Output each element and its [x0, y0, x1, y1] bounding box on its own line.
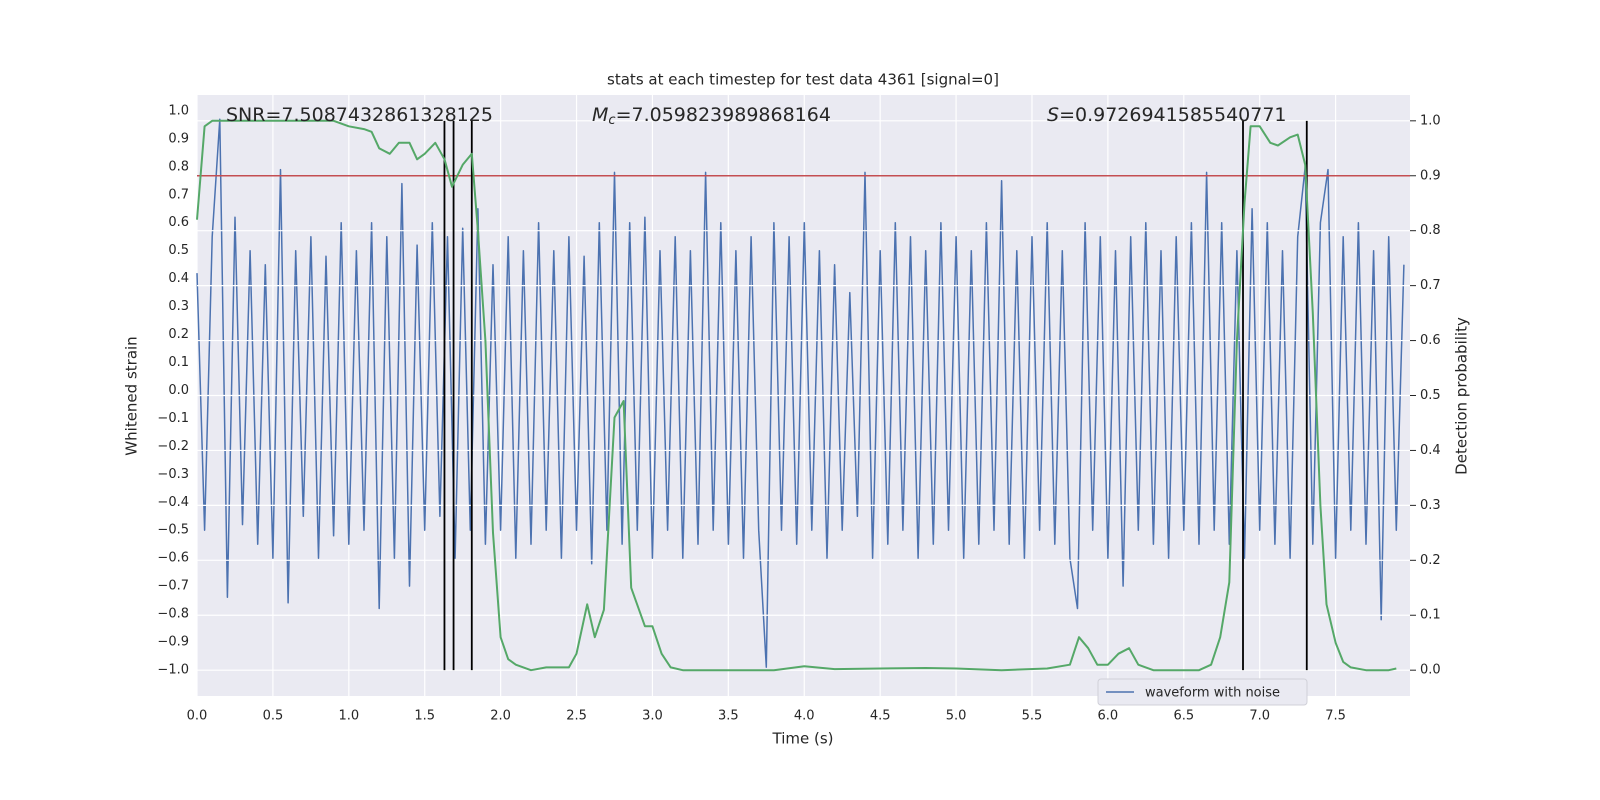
y-tick-label: −0.1: [157, 411, 189, 426]
y2-tick-label: 0.1: [1420, 608, 1441, 623]
y2-tick-label: 0.3: [1420, 498, 1441, 513]
annotation: S=0.9726941585540771: [1047, 104, 1287, 126]
y-tick-label: 0.8: [168, 159, 189, 174]
x-tick-label: 1.5: [414, 709, 435, 724]
x-tick-label: 5.0: [946, 709, 967, 724]
y-tick-label: 0.5: [168, 243, 189, 258]
y-tick-label: 0.6: [168, 215, 189, 230]
x-tick-label: 7.0: [1249, 709, 1270, 724]
y2-tick-label: 0.4: [1420, 443, 1441, 458]
x-tick-label: 7.5: [1325, 709, 1346, 724]
y-tick-label: −0.8: [157, 607, 189, 622]
y-tick-label: 0.3: [168, 299, 189, 314]
y-tick-label: −0.5: [157, 523, 189, 538]
annotation-subscript: c: [608, 113, 615, 128]
x-tick-label: 2.0: [490, 709, 511, 724]
x-tick-label: 6.5: [1173, 709, 1194, 724]
y2-tick-label: 1.0: [1420, 113, 1441, 128]
x-axis-label: Time (s): [772, 730, 834, 748]
y-tick-label: −1.0: [157, 663, 189, 678]
y-axis-label: Whitened strain: [123, 336, 141, 455]
annotation-text: =7.059823989868164: [616, 104, 831, 126]
y-tick-label: 1.0: [168, 103, 189, 118]
y2-tick-label: 0.0: [1420, 663, 1441, 678]
y-tick-label: −0.4: [157, 495, 189, 510]
legend: waveform with noise: [1097, 678, 1308, 706]
probability-line: [196, 119, 1397, 672]
x-tick-label: 5.5: [1022, 709, 1043, 724]
y-tick-label: −0.9: [157, 635, 189, 650]
annotation: SNR=7.5087432861328125: [226, 104, 493, 126]
x-tick-label: 0.0: [187, 709, 208, 724]
y-tick-label: −0.2: [157, 439, 189, 454]
x-tick-label: 6.0: [1098, 709, 1119, 724]
y2-tick-label: 0.7: [1420, 278, 1441, 293]
y-tick-label: 0.9: [168, 131, 189, 146]
y-tick-label: 0.1: [168, 355, 189, 370]
annotation-text: SNR=7.5087432861328125: [226, 104, 493, 126]
chart-title: stats at each timestep for test data 436…: [607, 71, 999, 89]
y-tick-label: 0.0: [168, 383, 189, 398]
x-tick-label: 4.0: [794, 709, 815, 724]
annotation: Mc=7.059823989868164: [592, 104, 831, 128]
y-tick-label: −0.6: [157, 551, 189, 566]
y2-tick-label: 0.2: [1420, 553, 1441, 568]
x-tick-label: 2.5: [566, 709, 587, 724]
x-tick-label: 3.0: [642, 709, 663, 724]
x-tick-label: 3.5: [718, 709, 739, 724]
y-tick-label: 0.7: [168, 187, 189, 202]
y2-tick-label: 0.8: [1420, 223, 1441, 238]
x-tick-label: 4.5: [870, 709, 891, 724]
y-tick-label: −0.7: [157, 579, 189, 594]
y-tick-label: −0.3: [157, 467, 189, 482]
y2-tick-label: 0.9: [1420, 168, 1441, 183]
waveform-line: [196, 118, 1405, 668]
x-tick-label: 0.5: [263, 709, 284, 724]
annotation-text: =0.9726941585540771: [1059, 104, 1286, 126]
y-tick-label: 0.2: [168, 327, 189, 342]
legend-box: [1097, 678, 1308, 706]
annotation-symbol: S: [1047, 104, 1059, 126]
y-tick-label: 0.4: [168, 271, 189, 286]
y2-tick-label: 0.6: [1420, 333, 1441, 348]
x-tick-label: 1.0: [338, 709, 359, 724]
y2-tick-label: 0.5: [1420, 388, 1441, 403]
legend-label: waveform with noise: [1145, 686, 1280, 701]
y2-axis-label: Detection probability: [1453, 317, 1471, 475]
annotation-symbol: M: [592, 104, 608, 126]
